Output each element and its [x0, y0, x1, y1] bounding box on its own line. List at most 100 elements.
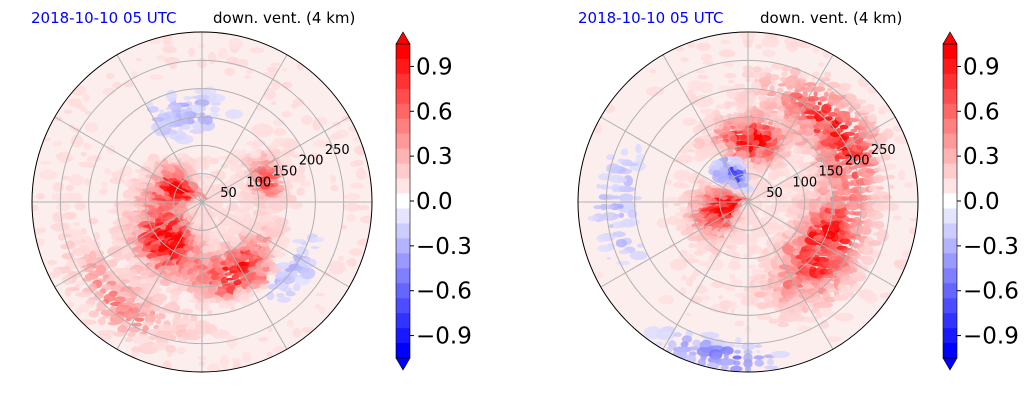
data-cell [281, 111, 292, 118]
data-cell [649, 69, 657, 74]
data-cell [615, 238, 628, 248]
grid-spoke [662, 54, 749, 203]
data-cell [222, 266, 230, 271]
data-cell [664, 179, 672, 186]
colorbar-segment [943, 88, 957, 105]
colorbar-extend-max [942, 31, 958, 45]
data-cell [748, 168, 757, 175]
data-cell [75, 307, 89, 313]
data-cell [599, 184, 609, 190]
data-cell [286, 319, 294, 328]
data-cell [80, 106, 87, 113]
grid-spoke [201, 54, 288, 203]
data-cell [192, 120, 202, 131]
data-cell [712, 170, 721, 178]
colorbar-tick-label: −0.3 [963, 234, 1019, 260]
data-cell [781, 65, 792, 72]
data-cell [880, 163, 897, 171]
data-cell [708, 164, 721, 171]
data-cell [783, 192, 796, 198]
data-cell [897, 169, 906, 181]
data-cell [837, 82, 852, 92]
data-cell [353, 159, 364, 167]
radial-tick-label: 200 [299, 154, 324, 169]
data-cell [893, 134, 913, 144]
panel-title-variable: down. vent. (4 km) [760, 9, 902, 27]
data-cell [629, 250, 648, 261]
data-cell [282, 68, 288, 72]
data-cell [682, 117, 698, 126]
data-cell [769, 192, 788, 201]
data-cell [300, 267, 316, 280]
data-cell [146, 101, 154, 108]
colorbar-segment [396, 343, 410, 359]
data-cell [817, 101, 822, 106]
data-cell [680, 341, 689, 348]
data-cell [818, 62, 824, 67]
data-cell [870, 191, 892, 204]
data-cell [664, 196, 679, 202]
colorbar [942, 31, 961, 371]
data-cell [100, 309, 118, 317]
colorbar-segment [943, 178, 957, 195]
data-cell [876, 186, 885, 191]
data-cell [55, 153, 63, 158]
data-cell [234, 298, 241, 303]
data-cell [229, 163, 242, 172]
colorbar-segment [396, 103, 410, 120]
data-cell [102, 87, 116, 95]
data-cell [734, 83, 746, 89]
data-cell [109, 313, 125, 325]
polar-grid [32, 32, 372, 372]
data-cell [756, 313, 772, 321]
radial-tick-label: 100 [792, 175, 817, 190]
panel-title-variable: down. vent. (4 km) [213, 9, 355, 27]
data-cell [51, 193, 64, 201]
data-cell [867, 113, 878, 123]
data-cell [241, 351, 252, 363]
data-cell [732, 355, 742, 360]
data-cell [159, 109, 165, 114]
data-cell [892, 215, 903, 220]
data-cell [162, 302, 181, 314]
data-cell [97, 317, 106, 326]
colorbar-segment [396, 88, 410, 105]
data-cell [216, 155, 227, 161]
data-cell [263, 87, 276, 100]
data-cell [686, 89, 696, 100]
data-cell [680, 57, 689, 62]
data-cell [804, 82, 817, 87]
data-cell [277, 296, 291, 303]
data-cell [225, 299, 237, 306]
colorbar-segment [943, 238, 957, 254]
data-cell [346, 258, 357, 267]
data-cell [170, 293, 180, 302]
colorbar-segment [943, 313, 957, 329]
grid-spoke [201, 116, 350, 203]
data-cell [189, 128, 205, 134]
colorbar-tick-label: 0.0 [963, 189, 1000, 215]
data-cell [124, 337, 134, 343]
data-cell [330, 174, 336, 184]
data-cell [876, 213, 884, 219]
data-cell [780, 76, 787, 82]
data-cell [769, 80, 778, 86]
data-cell [63, 109, 73, 114]
grid-spoke [747, 54, 834, 203]
data-cell [721, 307, 729, 313]
data-cell [593, 205, 603, 210]
colorbar-segment [396, 313, 410, 329]
data-cell [775, 93, 782, 98]
data-cell [109, 177, 125, 185]
data-cell [244, 213, 251, 220]
data-cell [617, 158, 626, 163]
data-cell [618, 193, 634, 202]
data-cell [66, 301, 75, 309]
data-cell [32, 204, 39, 212]
polar-panel-left: 2018-10-10 05 UTC down. vent. (4 km) 50 … [31, 9, 472, 373]
data-cell [208, 198, 224, 209]
colorbar-segment [943, 118, 957, 135]
data-cell [834, 229, 840, 233]
data-cell [82, 93, 90, 102]
data-cell [696, 74, 709, 80]
